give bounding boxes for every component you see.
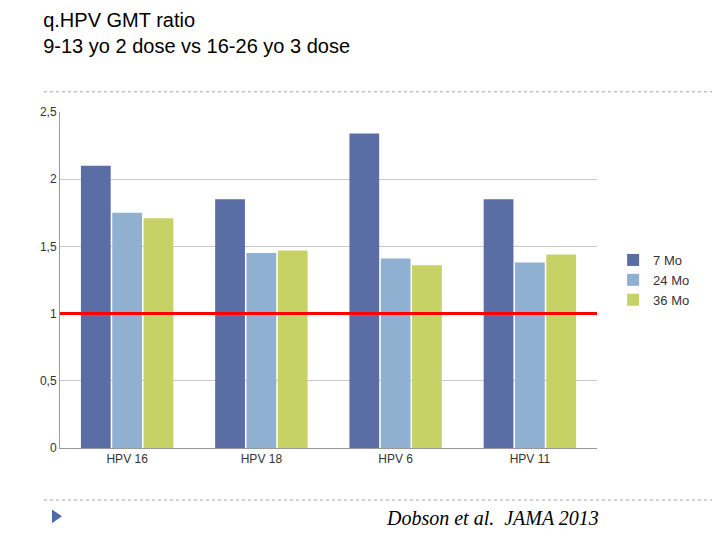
svg-text:0,5: 0,5 [40,374,57,388]
svg-text:36 Mo: 36 Mo [653,293,689,308]
svg-text:1,5: 1,5 [40,240,57,254]
svg-text:HPV 16: HPV 16 [106,452,148,466]
svg-text:2,5: 2,5 [40,105,57,119]
svg-text:0: 0 [50,441,57,455]
svg-text:Dobson et al. JAMA 2013: Dobson et al. JAMA 2013 [386,507,599,529]
svg-text:q.HPV GMT ratio9-13 yo 2 dose: q.HPV GMT ratio9-13 yo 2 dose vs 16-26 y… [43,9,350,57]
svg-text:HPV 6: HPV 6 [378,452,413,466]
svg-text:1: 1 [50,307,57,321]
svg-text:HPV 11: HPV 11 [510,452,551,466]
svg-text:24 Mo: 24 Mo [653,273,689,288]
svg-text:HPV 18: HPV 18 [241,452,283,466]
svg-text:7 Mo: 7 Mo [653,253,682,268]
svg-text:2: 2 [50,172,57,186]
